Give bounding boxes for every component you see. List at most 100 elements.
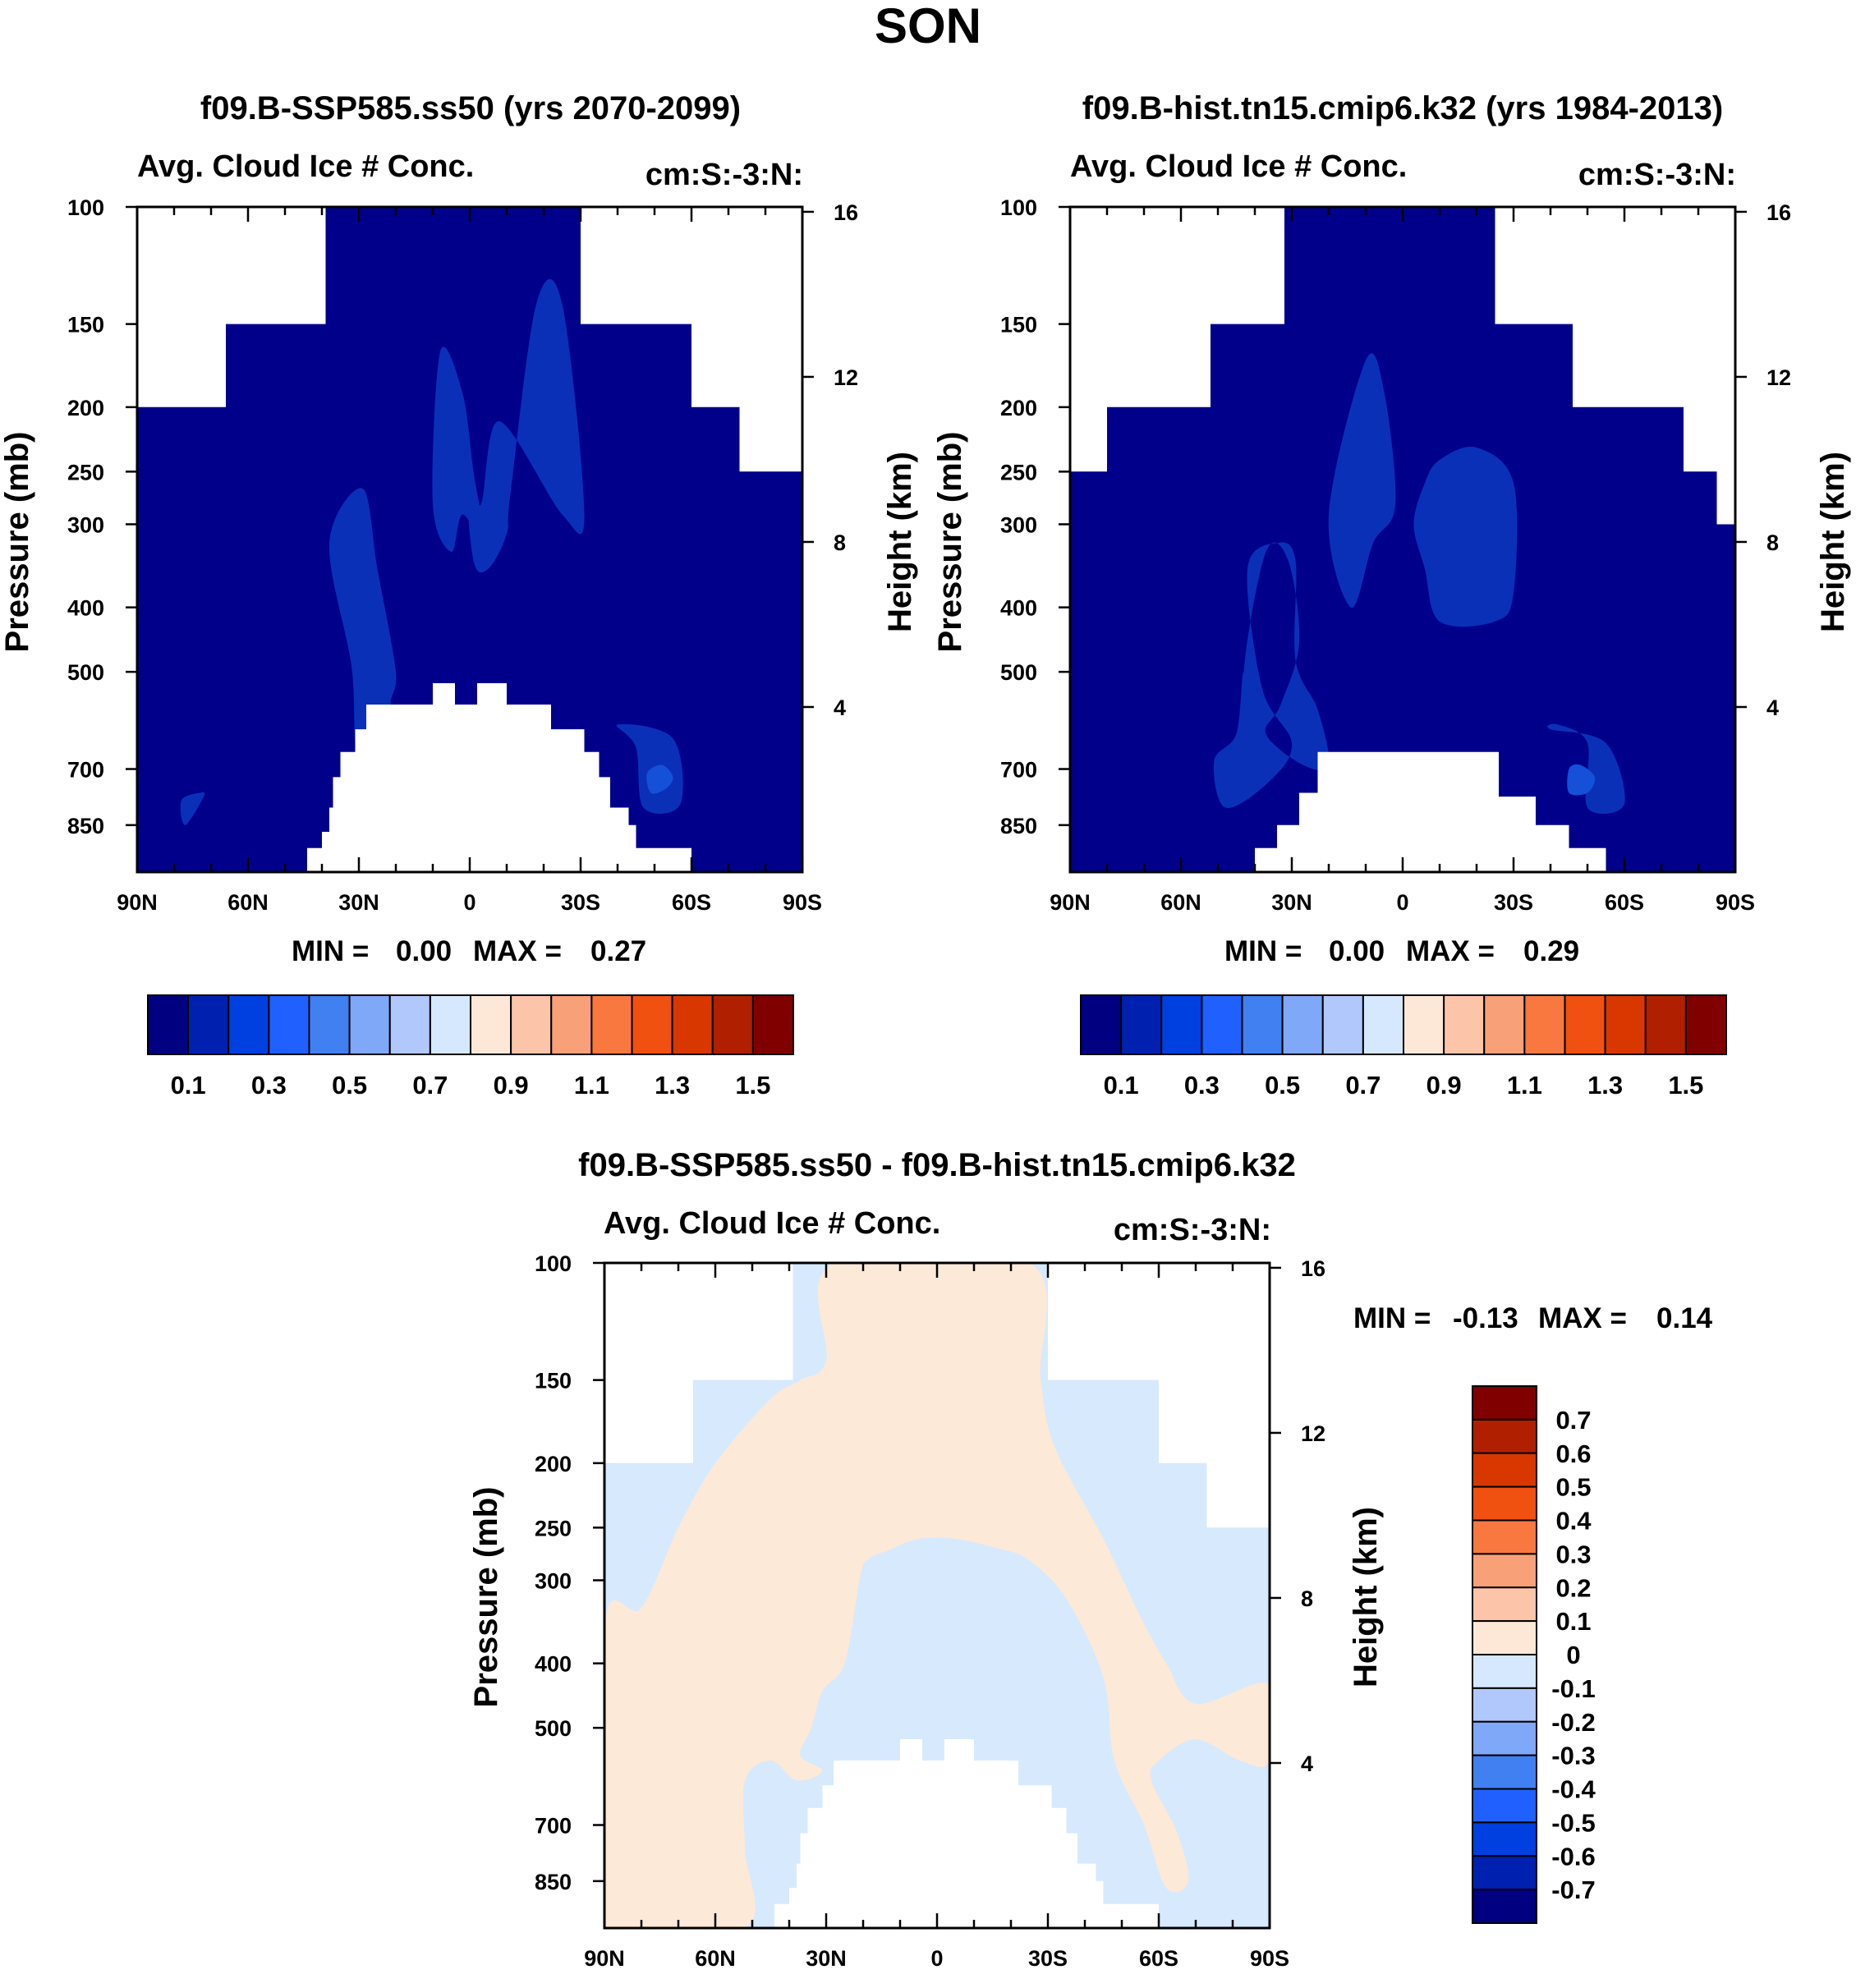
panel-c-x-tick-label-90S: 90S — [1250, 1946, 1289, 1971]
cbar-a-label-0.5: 0.5 — [332, 1071, 367, 1100]
cbar-c-label-2: 0.5 — [1555, 1473, 1591, 1502]
cbar-c-box-8 — [1472, 1654, 1537, 1689]
panel-c-y-tick-label-500: 500 — [535, 1716, 572, 1741]
cbar-c-box-5 — [1472, 1553, 1537, 1589]
cbar-a-box-5 — [348, 994, 391, 1055]
cbar-a-box-4 — [308, 994, 351, 1055]
cbar-a-label-1.5: 1.5 — [735, 1071, 770, 1100]
panel-c-positive-region-0 — [604, 1263, 1270, 1928]
panel-c-y-tick-label-100: 100 — [535, 1251, 572, 1276]
cbar-c-box-2 — [1472, 1452, 1537, 1488]
panel-b-height-tick-label-8: 8 — [1766, 530, 1779, 555]
panel-c-x-tick-label-30N: 30N — [806, 1946, 847, 1971]
panel-b-x-tick-label-30N: 30N — [1271, 890, 1312, 915]
cbar-a-label-0.1: 0.1 — [171, 1071, 206, 1100]
cbar-b-box-9 — [1443, 994, 1486, 1055]
cbar-a-box-2 — [227, 994, 270, 1055]
cbar-a-box-15 — [751, 994, 794, 1055]
cbar-a-box-0 — [147, 994, 190, 1055]
panel-c-x-tick-label-60N: 60N — [695, 1946, 736, 1971]
panel-a-min-value: 0.00 — [396, 935, 452, 967]
panel-b-height-tick-label-4: 4 — [1766, 696, 1779, 720]
panel-c-field — [604, 1263, 1270, 1928]
panel-a-y2-axis-title: Height (km) — [882, 452, 918, 632]
cbar-b-box-12 — [1564, 994, 1606, 1055]
panel-c-x-tick-label-60S: 60S — [1139, 1946, 1178, 1971]
panel-b-y-tick-label-200: 200 — [1000, 396, 1037, 420]
cbar-a-box-11 — [590, 994, 633, 1055]
cbar-c-label-11: -0.4 — [1551, 1775, 1596, 1804]
cbar-c-box-6 — [1472, 1586, 1537, 1623]
panel-a: f09.B-SSP585.ss50 (yrs 2070-2099) Avg. C… — [0, 90, 918, 967]
panel-b-contour-0.1-0 — [1213, 542, 1330, 808]
panel-b: f09.B-hist.tn15.cmip6.k32 (yrs 1984-2013… — [932, 90, 1851, 967]
panel-b-right-string: cm:S:-3:N: — [1578, 158, 1736, 192]
panel-a-left-string: Avg. Cloud Ice # Conc. — [137, 149, 474, 184]
cbar-c-box-4 — [1472, 1519, 1537, 1555]
panel-b-y-tick-label-500: 500 — [1000, 660, 1037, 685]
panel-a-x-tick-label-0: 0 — [463, 890, 475, 915]
panel-a-y-tick-label-100: 100 — [67, 195, 104, 220]
cbar-b-label-1.1: 1.1 — [1507, 1071, 1542, 1100]
panel-b-y-tick-label-850: 850 — [1000, 814, 1037, 838]
cbar-b-label-0.1: 0.1 — [1104, 1071, 1139, 1100]
cbar-b-box-5 — [1281, 994, 1324, 1055]
panel-a-mask-stratosphere — [137, 207, 802, 472]
cbar-c-box-13 — [1472, 1821, 1537, 1857]
panel-c-right-string: cm:S:-3:N: — [1114, 1213, 1271, 1247]
cbar-a-label-0.9: 0.9 — [494, 1071, 529, 1100]
cbar-c-box-0 — [1472, 1385, 1537, 1421]
cbar-b-label-0.7: 0.7 — [1345, 1071, 1381, 1100]
cbar-b-box-15 — [1684, 994, 1727, 1055]
panel-b-contour-0.1-2 — [1413, 446, 1518, 627]
cbar-b-box-13 — [1604, 994, 1647, 1055]
cbar-c-label-13: -0.6 — [1551, 1842, 1595, 1871]
cbar-b-box-10 — [1483, 994, 1526, 1055]
panel-c-y-tick-label-250: 250 — [535, 1516, 572, 1540]
cbar-b-label-0.3: 0.3 — [1184, 1071, 1220, 1100]
panel-a-y-tick-label-850: 850 — [67, 814, 104, 838]
panel-a-height-tick-label-16: 16 — [834, 200, 858, 225]
cbar-a-box-10 — [550, 994, 593, 1055]
cbar-b-box-14 — [1644, 994, 1687, 1055]
panel-a-x-tick-label-30S: 30S — [561, 890, 600, 915]
cbar-c-label-9: -0.2 — [1551, 1708, 1595, 1737]
panel-c-height-tick-label-16: 16 — [1301, 1256, 1325, 1281]
panel-b-height-tick-label-12: 12 — [1766, 365, 1791, 390]
panel-c-max-label: MAX = — [1538, 1302, 1627, 1334]
cbar-b-label-0.5: 0.5 — [1265, 1071, 1300, 1100]
panel-b-y-tick-label-150: 150 — [1000, 313, 1037, 337]
cbar-c-box-10 — [1472, 1720, 1537, 1756]
cbar-c-label-10: -0.3 — [1551, 1742, 1595, 1770]
panel-c-height-tick-label-4: 4 — [1301, 1752, 1313, 1776]
cbar-c-box-3 — [1472, 1485, 1537, 1522]
cbar-a-box-14 — [711, 994, 754, 1055]
cbar-c-box-1 — [1472, 1418, 1537, 1454]
panel-c-x-tick-label-90N: 90N — [584, 1946, 625, 1971]
panel-a-stats: MIN = 0.00 MAX = 0.27 — [292, 935, 646, 967]
cbar-b-box-2 — [1160, 994, 1203, 1055]
cbar-a-box-1 — [187, 994, 230, 1055]
panel-b-x-tick-label-0: 0 — [1396, 890, 1408, 915]
panel-c-y-tick-label-150: 150 — [535, 1369, 572, 1393]
cbar-c-label-1: 0.6 — [1555, 1439, 1591, 1468]
panel-a-x-tick-label-90N: 90N — [117, 890, 158, 915]
cbar-c-label-6: 0.1 — [1555, 1607, 1591, 1636]
panel-a-height-tick-label-4: 4 — [834, 696, 846, 720]
panel-b-y-axis-title: Pressure (mb) — [932, 432, 968, 653]
cbar-b-box-8 — [1403, 994, 1445, 1055]
cbar-b-box-11 — [1523, 994, 1566, 1055]
panel-a-height-tick-label-12: 12 — [834, 365, 858, 390]
panel-b-y-tick-label-700: 700 — [1000, 758, 1037, 783]
cbar-b-box-3 — [1201, 994, 1243, 1055]
panel-c-title: f09.B-SSP585.ss50 - f09.B-hist.tn15.cmip… — [578, 1147, 1296, 1183]
panel-b-x-tick-label-90S: 90S — [1716, 890, 1755, 915]
cbar-c-box-14 — [1472, 1855, 1537, 1891]
panel-c-y-tick-label-200: 200 — [535, 1452, 572, 1476]
panel-a-field — [137, 207, 802, 872]
panel-c-y-tick-label-850: 850 — [535, 1870, 572, 1894]
cbar-b-label-1.5: 1.5 — [1668, 1071, 1703, 1100]
panel-b-contour-0.1-3 — [1547, 723, 1625, 815]
panel-b-x-tick-label-60N: 60N — [1160, 890, 1201, 915]
cbar-c-label-5: 0.2 — [1555, 1573, 1591, 1602]
